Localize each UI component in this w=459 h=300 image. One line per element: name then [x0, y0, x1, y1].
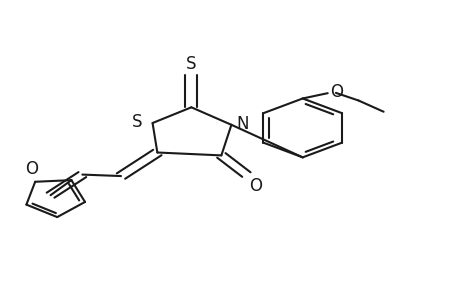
Text: O: O — [248, 177, 261, 195]
Text: O: O — [330, 83, 343, 101]
Text: O: O — [25, 160, 38, 178]
Text: S: S — [132, 112, 142, 130]
Text: N: N — [236, 115, 249, 133]
Text: S: S — [186, 56, 196, 74]
